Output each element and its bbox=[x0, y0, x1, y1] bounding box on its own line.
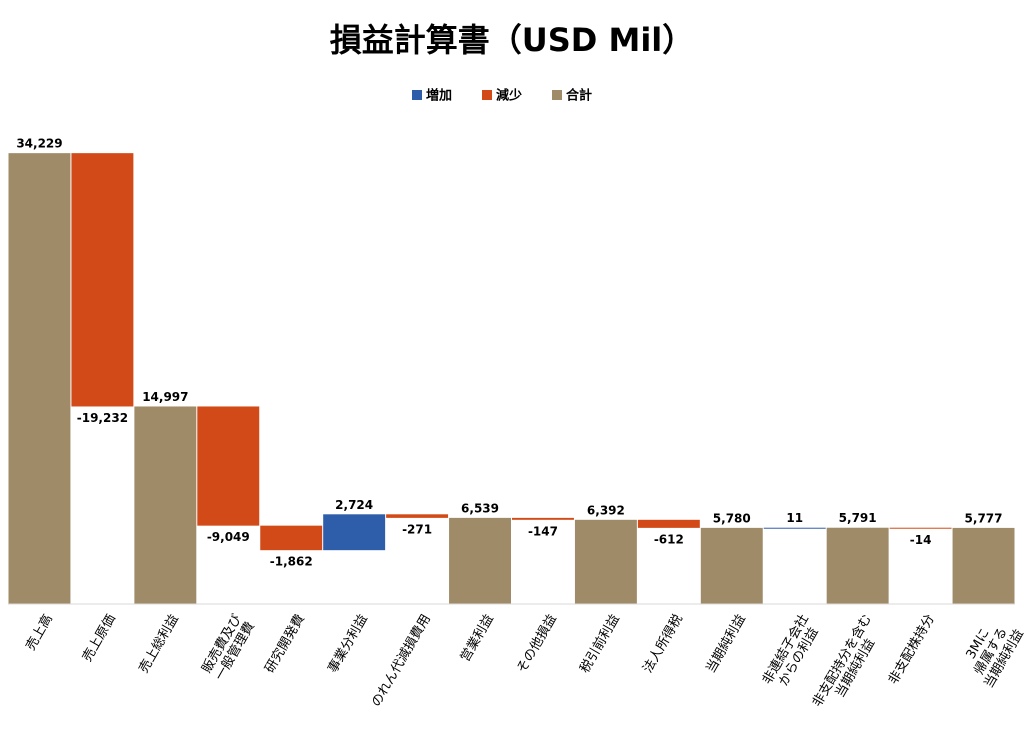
legend-label: 増加 bbox=[426, 88, 452, 104]
bar bbox=[386, 514, 449, 518]
bar bbox=[574, 519, 637, 604]
bar bbox=[260, 525, 323, 551]
data-label: 6,392 bbox=[587, 503, 625, 517]
bar bbox=[71, 153, 134, 407]
bar bbox=[763, 527, 826, 529]
bar bbox=[8, 153, 71, 605]
data-label: -271 bbox=[402, 522, 432, 536]
data-label: -1,862 bbox=[270, 555, 313, 569]
legend-label: 減少 bbox=[496, 88, 522, 104]
data-label: 11 bbox=[786, 511, 803, 525]
data-label: -14 bbox=[910, 533, 932, 547]
data-label: 34,229 bbox=[16, 137, 62, 151]
bar bbox=[134, 406, 197, 604]
data-label: -147 bbox=[528, 524, 558, 538]
chart-title: 損益計算書（USD Mil） bbox=[330, 21, 695, 59]
bar bbox=[512, 517, 574, 520]
data-label: 14,997 bbox=[142, 390, 188, 404]
data-label: -9,049 bbox=[207, 530, 250, 544]
bar bbox=[637, 519, 700, 528]
bar bbox=[889, 527, 952, 529]
bar bbox=[197, 406, 260, 526]
bar bbox=[323, 514, 386, 551]
data-label: 6,539 bbox=[461, 501, 499, 515]
data-label: 5,780 bbox=[713, 511, 751, 525]
bar bbox=[449, 517, 511, 604]
data-label: 2,724 bbox=[335, 498, 373, 512]
data-label: 5,791 bbox=[839, 511, 877, 525]
data-label: -19,232 bbox=[77, 411, 128, 425]
legend-swatch bbox=[482, 90, 492, 100]
legend-swatch bbox=[412, 90, 422, 100]
data-label: 5,777 bbox=[965, 511, 1003, 525]
bar bbox=[952, 527, 1015, 604]
legend-label: 合計 bbox=[566, 88, 592, 104]
legend-swatch bbox=[552, 90, 562, 100]
bar bbox=[826, 527, 889, 604]
data-label: -612 bbox=[654, 532, 684, 546]
bar bbox=[700, 527, 763, 604]
